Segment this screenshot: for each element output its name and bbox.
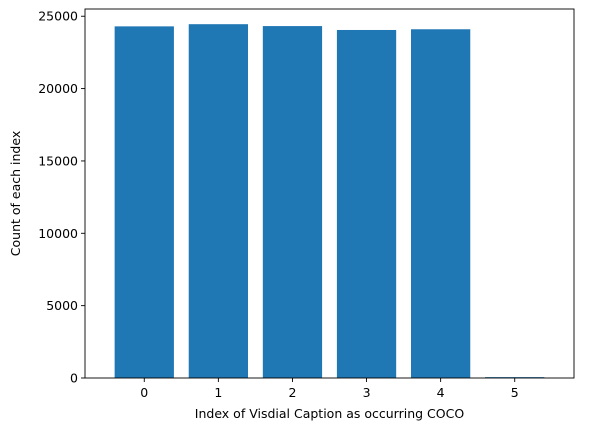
x-tick-label-0: 0 [140,385,148,400]
y-tick-label-10000: 10000 [38,226,78,241]
x-tick-label-2: 2 [288,385,296,400]
x-tick-label-5: 5 [511,385,519,400]
bar-3 [336,29,397,378]
y-axis-ticks: 0 5000 10000 15000 20000 25000 [38,9,85,386]
bar-2 [262,26,323,379]
y-tick-label-0: 0 [70,371,78,386]
plot-frame [84,8,575,379]
x-axis-ticks: 0 1 2 3 4 5 [140,378,519,400]
x-tick-label-4: 4 [437,385,445,400]
x-tick-label-1: 1 [214,385,222,400]
y-tick-label-25000: 25000 [38,9,78,24]
y-tick-label-20000: 20000 [38,81,78,96]
bar-4 [411,29,471,379]
y-tick-label-5000: 5000 [46,298,78,313]
x-axis-label: Index of Visdial Caption as occurring CO… [195,406,465,421]
bar-0 [114,26,174,378]
y-tick-label-15000: 15000 [38,153,78,168]
x-tick-label-3: 3 [363,385,371,400]
bar-1 [188,24,248,378]
bars-group [114,24,545,379]
y-axis-label: Count of each index [8,131,23,256]
